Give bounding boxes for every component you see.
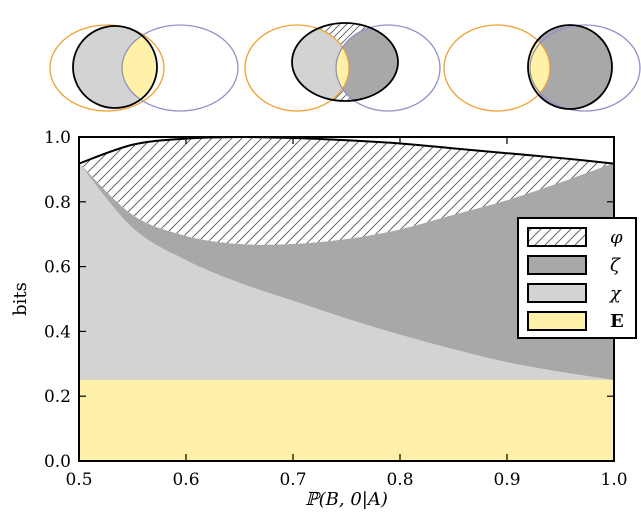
venn-2-outline xyxy=(291,22,399,102)
upper-boundary-curve xyxy=(78,135,615,165)
venn-3-outline xyxy=(527,24,613,110)
legend-swatch xyxy=(527,227,587,247)
x-tick-label: 0.9 xyxy=(493,470,520,490)
y-tick-label: 0.8 xyxy=(44,193,71,213)
legend-swatch xyxy=(527,255,587,275)
x-axis: 0.5 0.6 0.7 0.8 0.9 1.0 xyxy=(65,137,628,490)
venn-2-right-fill xyxy=(336,25,398,101)
y-tick-label: 0.2 xyxy=(44,387,71,407)
venn-diagram-2 xyxy=(244,22,441,112)
legend-label: E xyxy=(610,311,624,332)
legend-label: χ xyxy=(608,283,622,304)
y-axis: 0.0 0.2 0.4 0.6 0.8 1.0 xyxy=(44,128,614,472)
venn-1-outline xyxy=(72,25,158,109)
venn-3-left-circle xyxy=(443,24,551,112)
venn-2-right-circle xyxy=(335,24,441,112)
venn-1-right-circle xyxy=(121,24,239,112)
x-axis-label: ℙ(B, 0|A) xyxy=(305,489,388,510)
venn-1-left-circle xyxy=(49,24,165,112)
area-phi xyxy=(79,136,614,245)
y-tick-label: 0.0 xyxy=(44,452,71,472)
area-zeta xyxy=(79,162,614,380)
area-E xyxy=(79,380,614,461)
legend-swatch xyxy=(527,311,587,331)
venn-diagram-3 xyxy=(443,24,641,112)
legend-label: ζ xyxy=(610,255,621,276)
venn-2-left-circle xyxy=(244,24,350,112)
legend-swatch xyxy=(527,283,587,303)
series-layer xyxy=(79,136,614,461)
legend-label: φ xyxy=(610,227,623,248)
venn-2-left-fill xyxy=(292,25,349,101)
x-tick-label: 0.5 xyxy=(65,470,92,490)
y-axis-label: bits xyxy=(10,282,31,316)
x-tick-label: 0.6 xyxy=(172,470,199,490)
area-chi xyxy=(79,162,614,380)
plot-area: 0.5 0.6 0.7 0.8 0.9 1.0 0.0 0.2 0.4 0.6 0.8 1.0 xyxy=(44,128,628,490)
y-tick-label: 0.4 xyxy=(44,322,71,342)
y-tick-label: 1.0 xyxy=(44,128,71,148)
venn-3-variable-circle xyxy=(528,25,612,109)
x-tick-label: 0.7 xyxy=(279,470,306,490)
x-tick-label: 0.8 xyxy=(386,470,413,490)
venn-diagram-1 xyxy=(49,24,239,112)
y-tick-label: 0.6 xyxy=(44,258,71,278)
x-tick-label: 1.0 xyxy=(600,470,627,490)
venn-3-right-circle xyxy=(529,24,641,112)
